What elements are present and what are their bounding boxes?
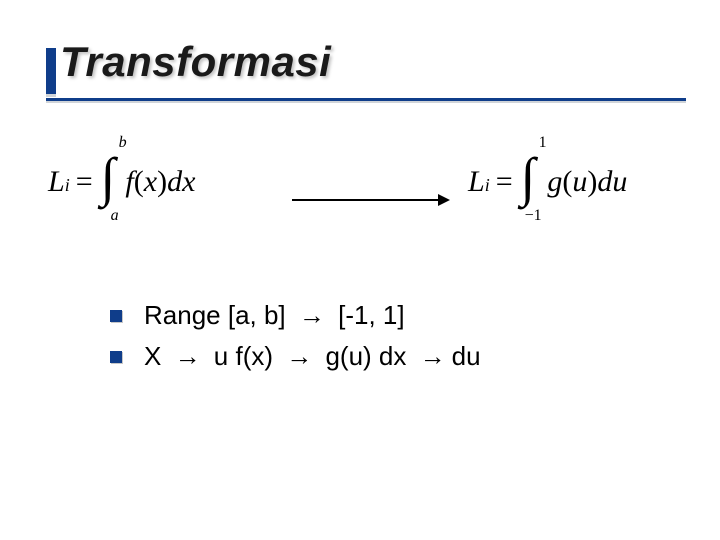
integrand-arg: x [144, 165, 157, 199]
title-underline [46, 98, 686, 101]
paren-close: ) [587, 165, 597, 199]
eq-sign: = [490, 165, 519, 199]
paren-open: ( [562, 165, 572, 199]
bullet-list: Range [a, b] → [-1, 1] X → u f(x) → g(u)… [110, 300, 481, 382]
arrow-icon [290, 190, 450, 210]
formula-row: Li = b ∫ a f(x)dx Li = 1 ∫ −1 g(u)du [48, 140, 688, 250]
integral-left: b ∫ a [101, 158, 116, 205]
title-accent-bar [46, 48, 56, 94]
int-upper: 1 [539, 134, 547, 152]
eq-sign: = [70, 165, 99, 199]
int-lower: a [111, 207, 119, 225]
paren-open: ( [134, 165, 144, 199]
bullet-item: X → u f(x) → g(u) dx →du [110, 341, 481, 372]
integral-icon: ∫ [521, 147, 536, 207]
integral-right: 1 ∫ −1 [521, 158, 536, 205]
bullet-square-icon [110, 310, 122, 322]
lhs-sub: i [65, 175, 70, 196]
formula-right: Li = 1 ∫ −1 g(u)du [468, 158, 627, 205]
lhs-sub: i [485, 175, 490, 196]
bullet-text-0: Range [a, b] → [-1, 1] [144, 300, 405, 331]
bullet-text-1: X → u f(x) → g(u) dx →du [144, 341, 481, 372]
integrand-fn: f [117, 165, 133, 199]
int-upper: b [119, 134, 127, 152]
lhs-var: L [468, 165, 485, 199]
int-lower: −1 [525, 207, 542, 225]
slide-title-block: Transformasi [60, 38, 331, 86]
bullet-item: Range [a, b] → [-1, 1] [110, 300, 481, 331]
formula-left: Li = b ∫ a f(x)dx [48, 158, 195, 205]
lhs-var: L [48, 165, 65, 199]
slide-title: Transformasi [60, 38, 331, 86]
bullet-square-icon [110, 351, 122, 363]
differential: dx [167, 165, 195, 199]
integrand-arg: u [572, 165, 587, 199]
integral-icon: ∫ [101, 147, 116, 207]
integrand-fn: g [537, 165, 562, 199]
paren-close: ) [157, 165, 167, 199]
differential: du [597, 165, 627, 199]
